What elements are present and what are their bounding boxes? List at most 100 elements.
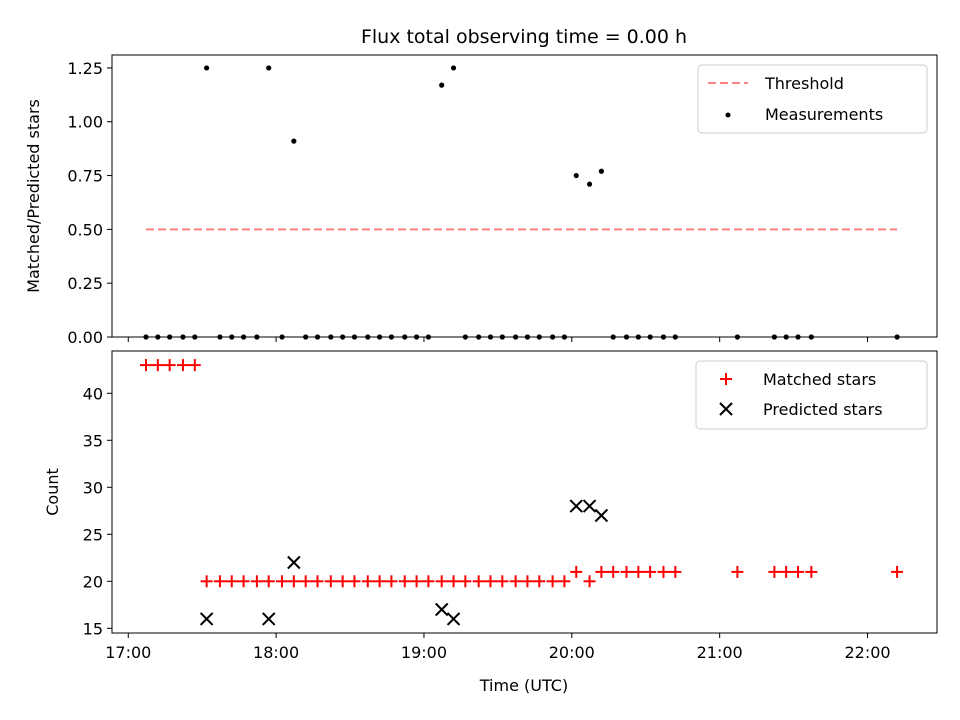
matched-stars-point bbox=[410, 575, 423, 588]
matched-stars-point bbox=[262, 575, 275, 588]
matched-stars-point bbox=[731, 565, 744, 578]
matched-stars-point bbox=[140, 359, 153, 372]
matched-stars-point bbox=[373, 575, 386, 588]
measurements-point bbox=[291, 138, 297, 144]
matched-stars-point bbox=[558, 575, 571, 588]
matched-stars-point bbox=[200, 575, 213, 588]
legend-matched-stars-swatch bbox=[720, 373, 732, 385]
legend-predicted-stars-label: Predicted stars bbox=[763, 400, 883, 419]
matched-stars-point bbox=[422, 575, 435, 588]
measurements-point bbox=[204, 65, 210, 71]
legend-measurements-label: Measurements bbox=[765, 105, 883, 124]
x-tick-label: 21:00 bbox=[697, 643, 743, 662]
matched-stars-point bbox=[792, 565, 805, 578]
matched-stars-point bbox=[472, 575, 485, 588]
y-tick-label: 0.00 bbox=[67, 328, 103, 347]
matched-stars-point bbox=[213, 575, 226, 588]
y-tick-label: 1.25 bbox=[67, 59, 103, 78]
predicted-stars-point bbox=[569, 499, 583, 513]
bottom-y-axis-label: Count bbox=[43, 468, 62, 516]
matched-stars-point bbox=[276, 575, 289, 588]
matched-stars-point bbox=[484, 575, 497, 588]
bottom-panel: 15 20 25 30 35 40 17:00 18:00 19:00 20:00 21:00 22… bbox=[43, 350, 938, 695]
predicted-stars-point bbox=[287, 555, 301, 570]
matched-stars-point bbox=[805, 565, 818, 578]
matched-stars-point bbox=[385, 575, 398, 588]
matched-stars-point bbox=[570, 565, 583, 578]
predicted-stars-point bbox=[434, 602, 449, 617]
matched-stars-point bbox=[163, 359, 176, 372]
predicted-stars-point bbox=[262, 612, 276, 626]
measurements-point bbox=[598, 168, 604, 174]
y-tick-label: 1.00 bbox=[67, 113, 103, 132]
matched-stars-point bbox=[583, 575, 596, 588]
matched-stars-point bbox=[459, 575, 472, 588]
matched-stars-point bbox=[595, 565, 608, 578]
matched-stars-point bbox=[311, 575, 324, 588]
top-y-axis-label: Matched/Predicted stars bbox=[24, 99, 43, 293]
matched-stars-point bbox=[521, 575, 534, 588]
matched-stars-point bbox=[546, 575, 559, 588]
matched-stars-point bbox=[336, 575, 349, 588]
top-legend-box bbox=[697, 64, 928, 134]
top-panel: 0.00 0.25 0.50 0.75 1.00 1.25 Matched/Predict… bbox=[24, 54, 938, 347]
y-tick-label: 0.25 bbox=[67, 274, 103, 293]
matched-stars-point bbox=[151, 359, 164, 372]
x-tick-label: 18:00 bbox=[253, 643, 299, 662]
matched-stars-point bbox=[620, 565, 633, 578]
matched-stars-point bbox=[657, 565, 670, 578]
x-tick-label: 20:00 bbox=[549, 643, 595, 662]
y-tick-label: 30 bbox=[83, 478, 103, 497]
y-tick-label: 0.50 bbox=[67, 220, 103, 239]
measurements-point bbox=[573, 172, 579, 179]
matched-stars-point bbox=[768, 565, 781, 578]
matched-stars-point bbox=[435, 575, 448, 588]
matched-stars-point bbox=[324, 575, 337, 588]
top-panel-frame bbox=[111, 54, 938, 338]
x-tick-label: 17:00 bbox=[105, 643, 151, 662]
y-tick-label: 15 bbox=[83, 619, 103, 638]
x-tick-label: 22:00 bbox=[844, 643, 890, 662]
y-tick-label: 40 bbox=[83, 384, 103, 403]
y-tick-label: 35 bbox=[83, 431, 103, 450]
matched-stars-point bbox=[533, 575, 546, 588]
matched-stars-point bbox=[225, 575, 238, 588]
matched-stars-point bbox=[632, 565, 645, 578]
matched-stars-point bbox=[496, 575, 509, 588]
measurements-point bbox=[586, 181, 593, 187]
y-tick-label: 25 bbox=[83, 525, 103, 544]
legend-matched-stars-label: Matched stars bbox=[763, 370, 876, 389]
matched-stars-point bbox=[509, 575, 522, 588]
matched-stars-point bbox=[361, 575, 374, 588]
legend-threshold-label: Threshold bbox=[764, 74, 844, 93]
measurements-point bbox=[450, 65, 457, 71]
matched-stars-point bbox=[299, 575, 312, 588]
top-legend: Threshold Measurements bbox=[697, 64, 928, 134]
matched-stars-point bbox=[398, 575, 411, 588]
bottom-panel-frame bbox=[111, 350, 938, 634]
measurements-point bbox=[266, 65, 272, 71]
matched-stars-point bbox=[644, 565, 657, 578]
top-x-ticks bbox=[127, 337, 869, 342]
matched-stars-point bbox=[287, 575, 300, 588]
bottom-panel-marks bbox=[140, 359, 904, 626]
matched-stars-point bbox=[891, 565, 904, 578]
predicted-stars-point bbox=[446, 612, 461, 626]
legend-measurements-swatch bbox=[725, 112, 731, 118]
top-y-ticks: 0.00 0.25 0.50 0.75 1.00 1.25 bbox=[67, 59, 112, 347]
x-axis-label: Time (UTC) bbox=[479, 676, 568, 695]
x-tick-label: 19:00 bbox=[401, 643, 447, 662]
matched-stars-point bbox=[447, 575, 460, 588]
bottom-legend: Matched stars Predicted stars bbox=[695, 360, 928, 430]
matched-stars-point bbox=[250, 575, 263, 588]
matched-stars-point bbox=[348, 575, 361, 588]
bottom-legend-box bbox=[695, 360, 928, 430]
measurements-point bbox=[439, 82, 445, 88]
matched-stars-point bbox=[669, 565, 682, 578]
matched-stars-point bbox=[780, 565, 793, 578]
predicted-stars-point bbox=[594, 508, 609, 523]
y-tick-label: 0.75 bbox=[67, 167, 103, 186]
legend-predicted-stars-swatch bbox=[719, 402, 733, 416]
predicted-stars-point bbox=[199, 612, 214, 626]
